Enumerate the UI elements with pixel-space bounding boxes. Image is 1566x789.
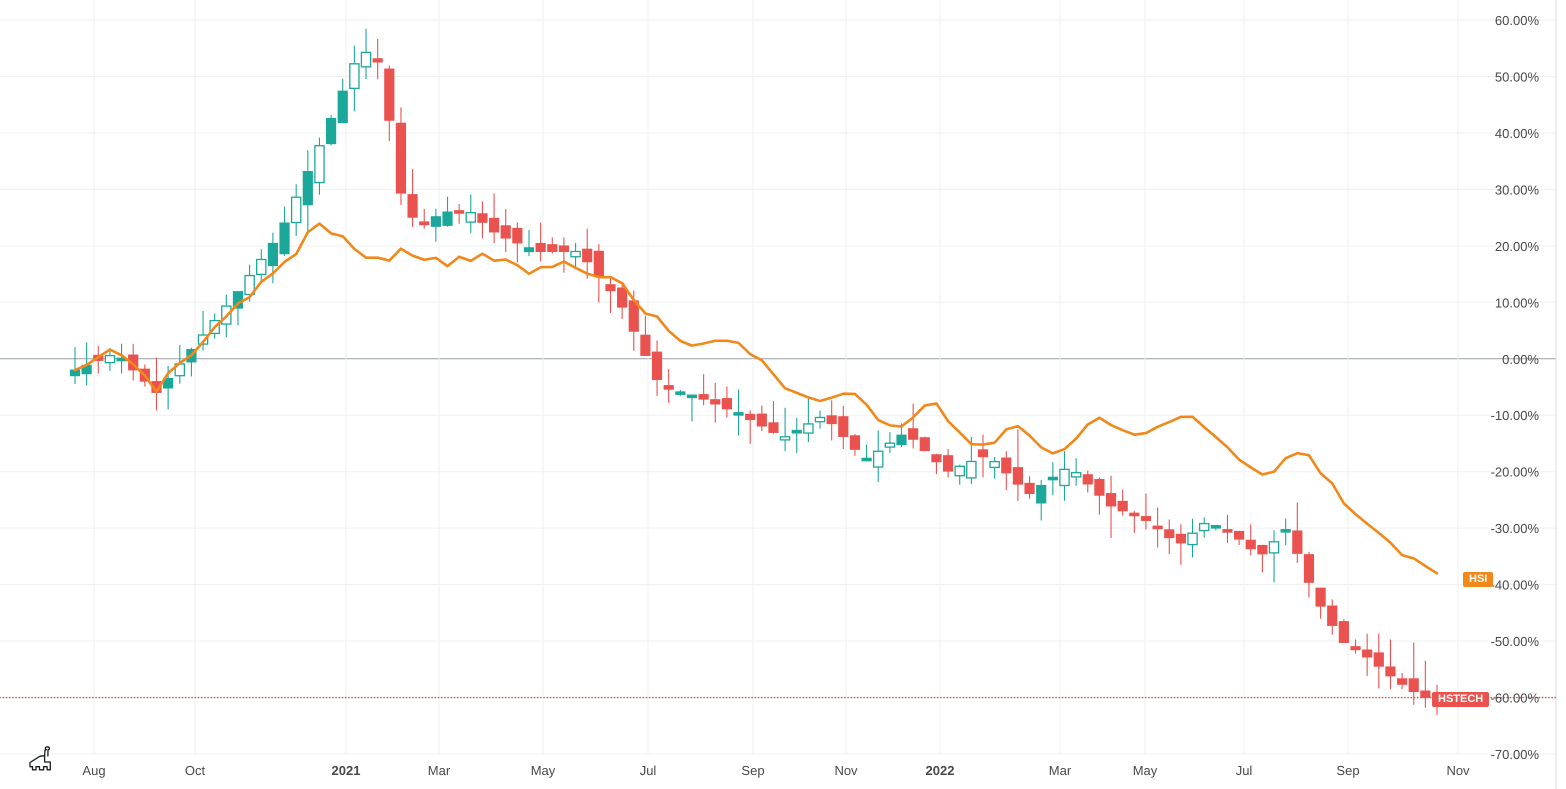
svg-text:20.00%: 20.00% bbox=[1495, 239, 1540, 254]
svg-text:-20.00%: -20.00% bbox=[1491, 465, 1540, 480]
svg-text:50.00%: 50.00% bbox=[1495, 69, 1540, 84]
svg-text:Oct: Oct bbox=[185, 763, 206, 778]
svg-text:-10.00%: -10.00% bbox=[1491, 408, 1540, 423]
svg-text:May: May bbox=[1133, 763, 1158, 778]
svg-text:10.00%: 10.00% bbox=[1495, 295, 1540, 310]
svg-text:60.00%: 60.00% bbox=[1495, 13, 1540, 28]
svg-text:Nov: Nov bbox=[834, 763, 858, 778]
svg-text:2022: 2022 bbox=[926, 763, 955, 778]
svg-text:-50.00%: -50.00% bbox=[1491, 634, 1540, 649]
svg-text:-40.00%: -40.00% bbox=[1491, 578, 1540, 593]
svg-text:Sep: Sep bbox=[1336, 763, 1359, 778]
svg-text:40.00%: 40.00% bbox=[1495, 126, 1540, 141]
svg-text:Sep: Sep bbox=[741, 763, 764, 778]
svg-text:Mar: Mar bbox=[1049, 763, 1072, 778]
svg-text:-70.00%: -70.00% bbox=[1491, 747, 1540, 762]
svg-text:Mar: Mar bbox=[428, 763, 451, 778]
svg-text:-60.00%: -60.00% bbox=[1491, 691, 1540, 706]
svg-text:Aug: Aug bbox=[82, 763, 105, 778]
svg-text:0.00%: 0.00% bbox=[1502, 352, 1539, 367]
svg-text:-30.00%: -30.00% bbox=[1491, 521, 1540, 536]
svg-text:2021: 2021 bbox=[332, 763, 361, 778]
svg-text:Jul: Jul bbox=[640, 763, 657, 778]
svg-text:30.00%: 30.00% bbox=[1495, 182, 1540, 197]
svg-text:Nov: Nov bbox=[1446, 763, 1470, 778]
svg-text:May: May bbox=[531, 763, 556, 778]
svg-text:Jul: Jul bbox=[1236, 763, 1253, 778]
